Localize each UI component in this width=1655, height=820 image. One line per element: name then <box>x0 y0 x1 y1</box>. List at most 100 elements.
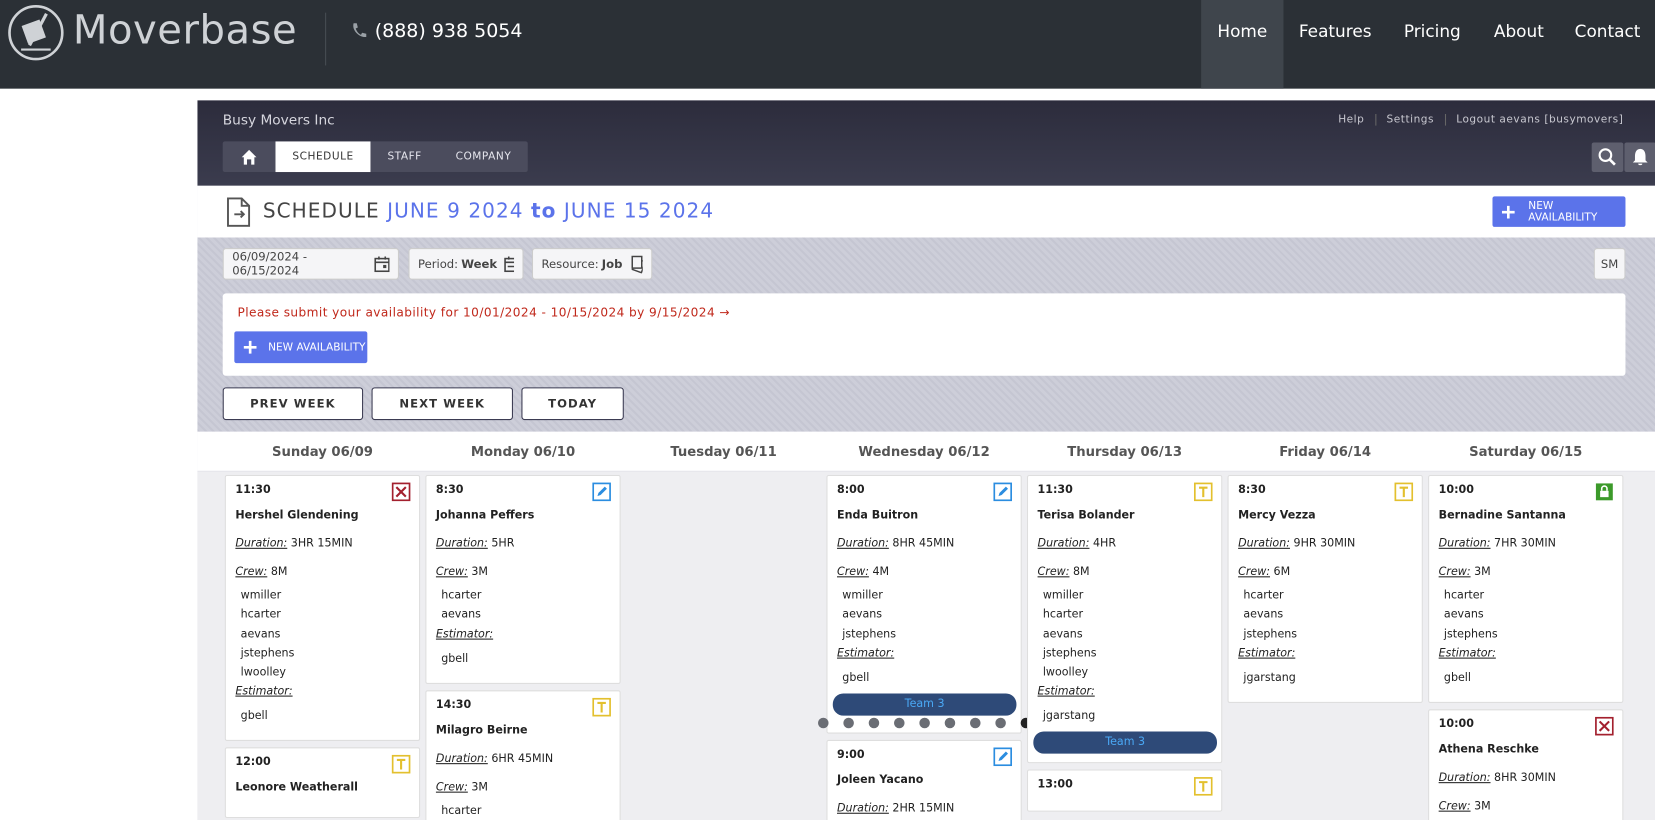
status-icon-edit[interactable] <box>993 482 1013 502</box>
duration-label: Duration: <box>1037 537 1090 550</box>
home-tab[interactable] <box>223 141 276 172</box>
day-header: Monday 06/10 <box>470 443 576 460</box>
estimator-value: gbell <box>1443 671 1471 684</box>
tab[interactable]: COMPANY <box>455 150 512 163</box>
job-card[interactable]: 8:30 Mercy Vezza Duration: 9HR 30MIN Crew: … <box>1227 474 1423 703</box>
carousel-dot[interactable] <box>1020 717 1032 729</box>
duration-row: Duration: 8HR 45MIN <box>837 536 1012 564</box>
resource-value: Job <box>601 257 623 271</box>
period-value: Week <box>461 257 498 271</box>
today-button[interactable]: TODAY <box>521 387 624 421</box>
search-button[interactable] <box>1591 142 1624 173</box>
range-end: JUNE 15 2024 <box>563 199 715 223</box>
customer-name: Johanna Peffers <box>435 508 535 522</box>
prev-week-button[interactable]: PREV WEEK <box>222 387 364 421</box>
duration-value: 6HR 45MIN <box>491 752 554 765</box>
crew-value: 8M <box>270 565 288 579</box>
status-icon-edit[interactable] <box>592 482 611 502</box>
job-card[interactable]: 10:00 Bernadine Santanna Duration: 7HR 30M… <box>1428 474 1624 703</box>
status-icon-edit[interactable] <box>993 747 1013 766</box>
phone-number[interactable]: (888) 938 5054 <box>374 20 523 43</box>
day-header-row: Sunday 06/09 Monday 06/10 Tuesday 06/11 Wed… <box>197 431 1655 472</box>
job-time: 8:00 <box>837 483 865 497</box>
nav-link[interactable]: Home <box>1201 0 1284 89</box>
status-icon-cancelled[interactable] <box>1595 716 1614 736</box>
crew-member: jstephens <box>1042 646 1097 660</box>
period-field[interactable]: Period: Week <box>408 248 524 280</box>
tab-bar: SCHEDULE STAFF COMPANY <box>222 141 529 173</box>
status-icon-tentative[interactable] <box>592 697 611 717</box>
tab[interactable]: STAFF <box>387 150 422 163</box>
day-column: 11:30 Terisa Bolander Duration: 4HR Crew: 8… <box>1027 474 1223 813</box>
status-icon-tentative[interactable] <box>1193 777 1213 797</box>
duration-label: Duration: <box>837 802 889 815</box>
status-icon-cancelled[interactable] <box>391 482 411 502</box>
carousel-dot[interactable] <box>944 717 956 729</box>
day-column: 10:00 Bernadine Santanna Duration: 7HR 30M… <box>1428 474 1624 820</box>
next-week-button[interactable]: NEXT WEEK <box>371 387 513 421</box>
new-availability-button[interactable]: NEW AVAILABILITY <box>1492 196 1626 227</box>
carousel-dots <box>818 716 1057 729</box>
search-icon <box>1598 148 1616 166</box>
estimator-value: gbell <box>240 709 268 723</box>
date-range-field[interactable]: 06/09/2024 - 06/15/2024 <box>222 248 399 280</box>
day-column: 8:30 Mercy Vezza Duration: 9HR 30MIN Crew: … <box>1227 474 1423 703</box>
crew-member: aevans <box>1042 627 1083 641</box>
nav-link[interactable]: Contact <box>1574 21 1641 42</box>
crew-member: hcarter <box>240 608 281 621</box>
job-card[interactable]: 8:00 Enda Buitron Duration: 8HR 45MIN Crew:… <box>818 474 1057 734</box>
account-link[interactable]: Settings <box>1374 113 1445 126</box>
duration-value: 9HR 30MIN <box>1293 537 1356 550</box>
nav-link[interactable]: About <box>1493 21 1544 42</box>
status-icon-locked[interactable] <box>1595 482 1614 501</box>
crew-row: Crew: 3M <box>436 565 611 588</box>
carousel-dot[interactable] <box>894 717 905 729</box>
account-link[interactable]: Logout aevans [busymovers] <box>1444 113 1634 126</box>
status-icon-tentative[interactable] <box>1394 482 1414 502</box>
status-icon-tentative[interactable] <box>391 755 411 774</box>
crew-value: 6M <box>1273 565 1291 579</box>
job-card[interactable]: 12:00 Leonore Weatherall <box>224 747 421 819</box>
crew-row: Crew: 3M <box>1439 799 1614 820</box>
crew-label: Crew: <box>435 565 468 579</box>
job-time: 9:00 <box>837 748 865 761</box>
notifications-button[interactable] <box>1624 142 1655 173</box>
crew-row: Crew: 3M <box>436 780 611 803</box>
carousel-dot[interactable] <box>843 717 854 729</box>
logo-text[interactable]: Moverbase <box>72 6 298 53</box>
job-card[interactable]: 11:30 Terisa Bolander Duration: 4HR Crew: 8… <box>1027 474 1223 764</box>
crew-row: Crew: 3M <box>1439 565 1614 588</box>
team-badge[interactable]: Team 3 <box>1033 731 1217 755</box>
customer-name: Hershel Glendening <box>235 508 359 522</box>
carousel-dot[interactable] <box>970 717 981 729</box>
crew-value: 3M <box>1474 565 1491 579</box>
carousel-dot[interactable] <box>868 717 880 729</box>
job-card[interactable]: 10:00 Athena Reschke Duration: 8HR 30MIN Cr… <box>1428 709 1624 820</box>
duration-value: 7HR 30MIN <box>1494 537 1556 550</box>
tab[interactable]: SCHEDULE <box>275 141 371 173</box>
duration-value: 4HR <box>1092 537 1117 550</box>
duration-label: Duration: <box>1438 771 1491 785</box>
job-card[interactable]: 11:30 Hershel Glendening Duration: 3HR 15M… <box>224 474 421 742</box>
nav-link[interactable]: Pricing <box>1403 21 1461 42</box>
job-card[interactable]: 13:00 <box>1027 769 1223 813</box>
carousel-dot[interactable] <box>919 717 930 729</box>
duration-row: Duration: 5HR <box>436 536 611 564</box>
crew-member: wmiller <box>1042 588 1084 602</box>
customer-name: Enda Buitron <box>837 508 919 522</box>
resource-field[interactable]: Resource: Job <box>531 248 653 280</box>
carousel-dot[interactable] <box>818 717 829 729</box>
team-badge[interactable]: Team 3 <box>832 693 1017 716</box>
size-button[interactable]: SM <box>1593 248 1626 280</box>
estimator-label: Estimator: <box>1438 646 1496 660</box>
carousel-dot[interactable] <box>995 717 1006 729</box>
crew-member: aevans <box>842 608 883 621</box>
account-link[interactable]: Help <box>1338 113 1365 126</box>
nav-link[interactable]: Features <box>1298 21 1372 42</box>
status-icon-tentative[interactable] <box>1193 482 1213 502</box>
job-card[interactable]: 8:30 Johanna Peffers Duration: 5HR Crew: 3M… <box>425 474 621 684</box>
notice-new-availability-button[interactable]: NEW AVAILABILITY <box>234 331 368 364</box>
job-card[interactable]: 9:00 Joleen Yacano Duration: 2HR 15MIN <box>826 739 1022 820</box>
job-card[interactable]: 14:30 Milagro Beirne Duration: 6HR 45MIN Cr… <box>425 689 621 820</box>
day-header: Friday 06/14 <box>1279 443 1372 460</box>
